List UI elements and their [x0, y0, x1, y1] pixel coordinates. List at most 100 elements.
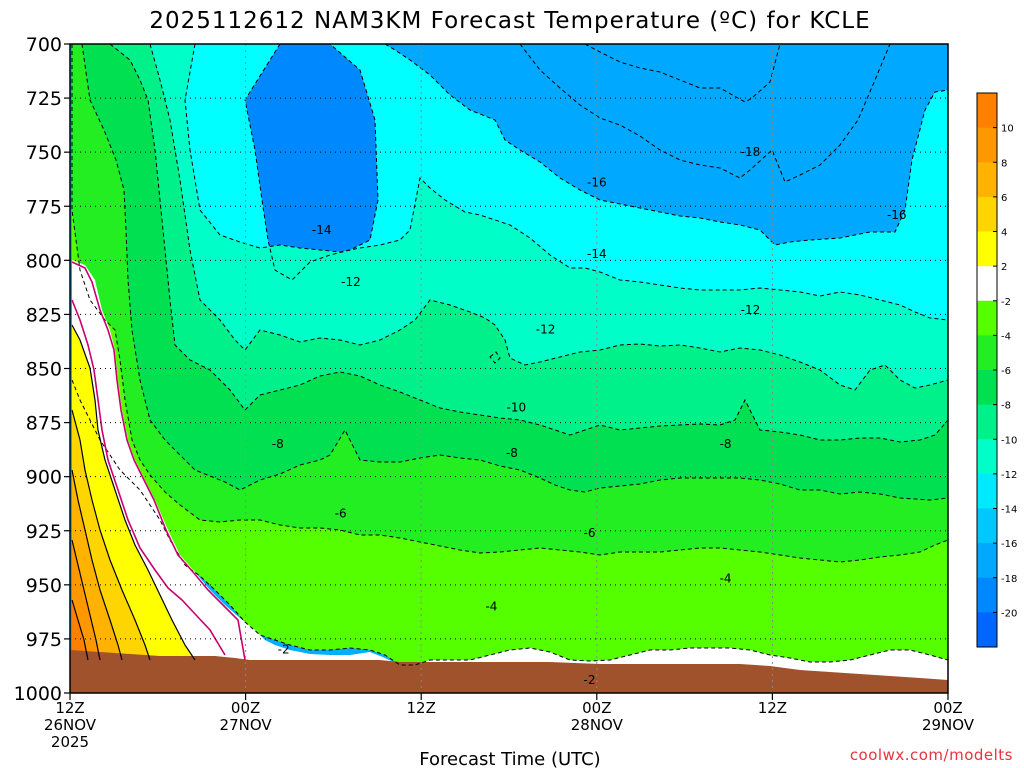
band-minus-8-to-minus-6	[82, 44, 948, 500]
positive-isotherm-lines	[71, 261, 246, 661]
band-minus-12-to-minus-10	[150, 44, 948, 390]
plot-area	[70, 44, 948, 693]
y-tick-label: 850	[26, 359, 62, 381]
colorbar-label: 8	[1001, 158, 1007, 169]
x-tick-label: 2025	[51, 733, 89, 751]
y-tick-label: 925	[26, 521, 62, 543]
band-minus-6-to-minus-4	[72, 44, 948, 562]
x-tick-label: 00Z	[231, 699, 260, 717]
colorbar-label: -14	[1001, 505, 1017, 516]
patch-minus-16-left	[245, 44, 378, 280]
colorbar-label: 6	[1001, 193, 1007, 204]
x-tick-label: 12Z	[55, 699, 84, 717]
y-tick-label: 875	[26, 413, 62, 435]
freezing-line-0c-inner	[71, 299, 226, 656]
colorbar-swatch	[977, 508, 997, 544]
x-tick-label: 26NOV	[44, 716, 97, 734]
colorbar-label: -20	[1001, 608, 1017, 619]
colorbar-swatch	[977, 127, 997, 163]
colorbar-label: -4	[1001, 331, 1011, 342]
contour-label: -8	[506, 446, 518, 460]
isotherm-10	[71, 599, 89, 661]
colorbar-label: -8	[1001, 401, 1011, 412]
contour-label: -6	[583, 526, 595, 540]
contour-label: -2	[583, 673, 595, 687]
isotherm-8	[71, 539, 101, 661]
x-tick-label: 00Z	[933, 699, 962, 717]
colorbar-swatch	[977, 300, 997, 336]
isotherm-minus-14	[384, 43, 949, 246]
band-minus-10-to-minus-8	[110, 44, 948, 442]
colorbar-swatch	[977, 335, 997, 371]
contour-label: -4	[720, 571, 732, 585]
isotherm-minus-12	[184, 43, 949, 321]
contour-label: -16	[887, 208, 907, 222]
chart-title: 2025112612 NAM3KM Forecast Temperature (…	[149, 8, 870, 34]
y-tick-label: 900	[26, 467, 62, 489]
vertical-grid	[245, 44, 773, 693]
isotherm-minus-16	[519, 43, 891, 183]
contour-label: -10	[507, 400, 527, 414]
colorbar-label: -10	[1001, 435, 1017, 446]
isotherm-minus-6	[81, 43, 949, 501]
isotherm-minus-8	[109, 43, 949, 443]
y-axis: 700 725 750 775 800 825 850 875 900 925 950 975 1000	[14, 34, 70, 705]
isotherm-minus-10	[149, 43, 949, 391]
colorbar-label: -2	[1001, 297, 1011, 308]
colorbar-swatch	[977, 439, 997, 475]
isotherm-minus-12-island	[489, 351, 501, 364]
colorbar-label: 10	[1001, 124, 1014, 135]
y-tick-label: 950	[26, 575, 62, 597]
colorbar-label: -18	[1001, 574, 1017, 585]
terrain-ground	[70, 650, 948, 693]
credit-text: coolwx.com/modelts	[850, 746, 1013, 764]
x-tick-label: 12Z	[758, 699, 787, 717]
contour-label: -12	[741, 303, 761, 317]
contour-label: -14	[587, 247, 607, 261]
isotherm-minus-18	[584, 43, 781, 103]
colorbar-label: -12	[1001, 470, 1017, 481]
colorbar-swatch	[977, 231, 997, 267]
y-tick-label: 775	[26, 196, 62, 218]
x-axis-label: Forecast Time (UTC)	[419, 749, 600, 768]
y-tick-label: 725	[26, 88, 62, 110]
contour-label: -14	[312, 223, 332, 237]
contour-label: -6	[335, 506, 347, 520]
y-tick-label: 750	[26, 142, 62, 164]
x-tick-label: 00Z	[582, 699, 611, 717]
contour-label: -8	[720, 437, 732, 451]
colorbar: 10 8 6 4 2 -2 -4 -6 -8 -10 -12 -14 -16 -18 -20	[976, 92, 1017, 648]
contour-label: -8	[272, 437, 284, 451]
colorbar-label: 2	[1001, 262, 1007, 273]
y-tick-label: 1000	[14, 683, 62, 705]
contour-labels: -18-16-16-14-14-12-12-12-10-8-8-8-6-6-4-…	[272, 145, 907, 687]
freezing-line-0c	[71, 261, 246, 661]
isotherm-2	[71, 324, 196, 661]
y-tick-label: 825	[26, 304, 62, 326]
contour-label: -2	[278, 643, 290, 657]
isotherm-4	[71, 409, 151, 661]
colorbar-swatch	[977, 473, 997, 509]
colorbar-swatch	[977, 543, 997, 579]
colorbar-swatch	[977, 577, 997, 613]
y-tick-label: 800	[26, 250, 62, 272]
x-tick-label: 27NOV	[220, 716, 273, 734]
colorbar-swatch	[977, 162, 997, 198]
x-tick-label: 29NOV	[922, 716, 975, 734]
x-tick-label: 28NOV	[571, 716, 624, 734]
isotherm-minus-2	[71, 379, 949, 666]
colorbar-label: -6	[1001, 366, 1011, 377]
band-minus-16-to-minus-14	[385, 44, 948, 245]
colorbar-swatch	[977, 266, 997, 302]
isotherm-minus-16-left	[244, 43, 379, 281]
colorbar-swatch	[977, 196, 997, 232]
y-tick-label: 700	[26, 34, 62, 56]
band-minus-4-to-minus-2	[72, 210, 948, 665]
colorbar-swatch	[977, 370, 997, 406]
contour-label: -12	[341, 275, 361, 289]
colorbar-label: 4	[1001, 228, 1007, 239]
isotherm-6	[71, 469, 123, 661]
x-tick-label: 12Z	[407, 699, 436, 717]
